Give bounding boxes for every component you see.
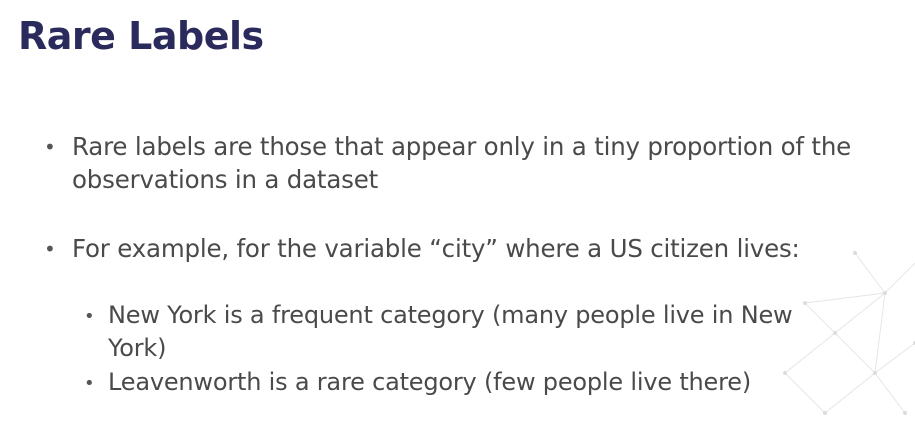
bullet-marker: • bbox=[44, 135, 56, 159]
bullet-marker: • bbox=[44, 237, 56, 261]
slide-title: Rare Labels bbox=[18, 14, 264, 58]
sub-bullet-item: • New York is a frequent category (many … bbox=[84, 299, 848, 365]
sub-bullet-text: New York is a frequent category (many pe… bbox=[108, 301, 793, 362]
sub-bullet-item: • Leavenworth is a rare category (few pe… bbox=[84, 366, 868, 399]
sub-bullet-marker: • bbox=[84, 373, 95, 394]
bullet-text: Rare labels are those that appear only i… bbox=[72, 132, 852, 194]
sub-bullet-text: Leavenworth is a rare category (few peop… bbox=[108, 368, 751, 396]
bullet-item: • For example, for the variable “city” w… bbox=[44, 232, 872, 265]
network-decoration-icon bbox=[783, 251, 915, 415]
bullet-item: • Rare labels are those that appear only… bbox=[44, 130, 872, 196]
bullet-text: For example, for the variable “city” whe… bbox=[72, 234, 800, 263]
sub-bullet-marker: • bbox=[84, 306, 95, 327]
